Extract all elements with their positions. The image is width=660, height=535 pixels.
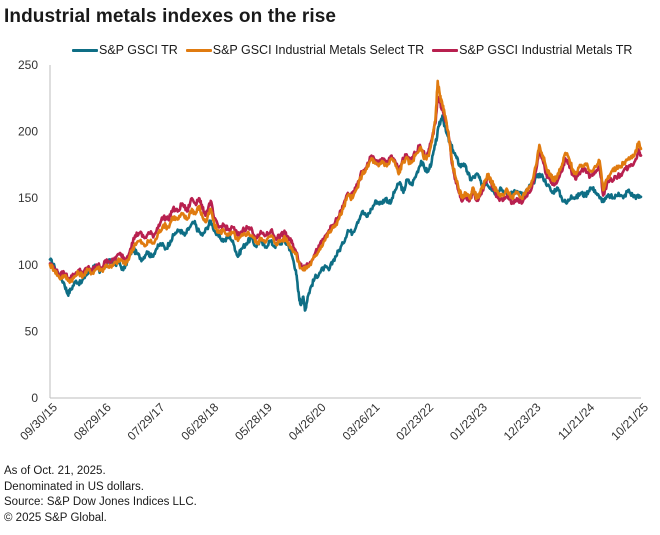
y-tick-label: 0 (31, 391, 38, 405)
legend-item-industrial-metals-select-tr: S&P GSCI Industrial Metals Select TR (185, 43, 425, 57)
series-layer (48, 79, 643, 312)
y-axis: 0 50 100 150 200 250 (18, 58, 51, 405)
x-tick-label: 07/29/17 (125, 400, 168, 443)
footnotes: As of Oct. 21, 2025. Denominated in US d… (4, 464, 197, 526)
series-line-s-p-gsci-industrial-metals-tr (48, 95, 643, 281)
y-tick-label: 100 (18, 258, 38, 272)
legend-label-industrial-metals-tr: S&P GSCI Industrial Metals TR (459, 43, 633, 57)
y-tick-label: 250 (18, 58, 38, 72)
series-line-s-p-gsci-tr (48, 114, 643, 312)
x-tick-label: 03/26/21 (340, 400, 383, 443)
legend-swatch-industrial-metals-select-tr (185, 48, 212, 52)
legend-label-gsci-tr: S&P GSCI TR (99, 43, 178, 57)
legend-swatch-industrial-metals-tr (432, 48, 459, 52)
footnote-source: Source: S&P Dow Jones Indices LLC. (4, 496, 197, 508)
footnote-as-of: As of Oct. 21, 2025. (4, 465, 106, 477)
legend-label-industrial-metals-select-tr: S&P GSCI Industrial Metals Select TR (212, 43, 425, 57)
x-tick-label: 01/23/23 (447, 400, 490, 443)
x-tick-label: 11/21/24 (555, 400, 598, 443)
x-tick-label: 02/23/22 (393, 400, 436, 443)
footnote-copyright: © 2025 S&P Global. (4, 511, 107, 524)
x-tick-label: 12/23/23 (501, 400, 544, 443)
x-tick-label: 05/28/19 (232, 400, 275, 443)
x-axis: 09/30/15 08/29/16 07/29/17 06/28/18 05/28/19… (17, 397, 651, 443)
x-tick-label: 04/26/20 (286, 400, 329, 443)
x-tick-label: 08/29/16 (71, 400, 114, 443)
legend-item-industrial-metals-tr: S&P GSCI Industrial Metals TR (432, 43, 632, 57)
series-line-s-p-gsci-industrial-metals-select-tr (48, 79, 643, 284)
legend-swatch-gsci-tr (72, 48, 98, 52)
chart-title: Industrial metals indexes on the rise (4, 6, 337, 27)
chart-legend: S&P GSCI TR S&P GSCI Industrial Metals S… (72, 43, 640, 57)
legend-item-gsci-tr: S&P GSCI TR (72, 43, 178, 57)
x-tick-label: 09/30/15 (17, 400, 60, 443)
y-tick-label: 200 (18, 125, 38, 139)
x-tick-label: 10/21/25 (608, 400, 651, 443)
y-tick-label: 150 (18, 191, 38, 205)
footnote-currency: Denominated in US dollars. (4, 480, 144, 493)
x-tick-label: 06/28/18 (178, 400, 221, 443)
y-tick-label: 50 (25, 324, 39, 338)
